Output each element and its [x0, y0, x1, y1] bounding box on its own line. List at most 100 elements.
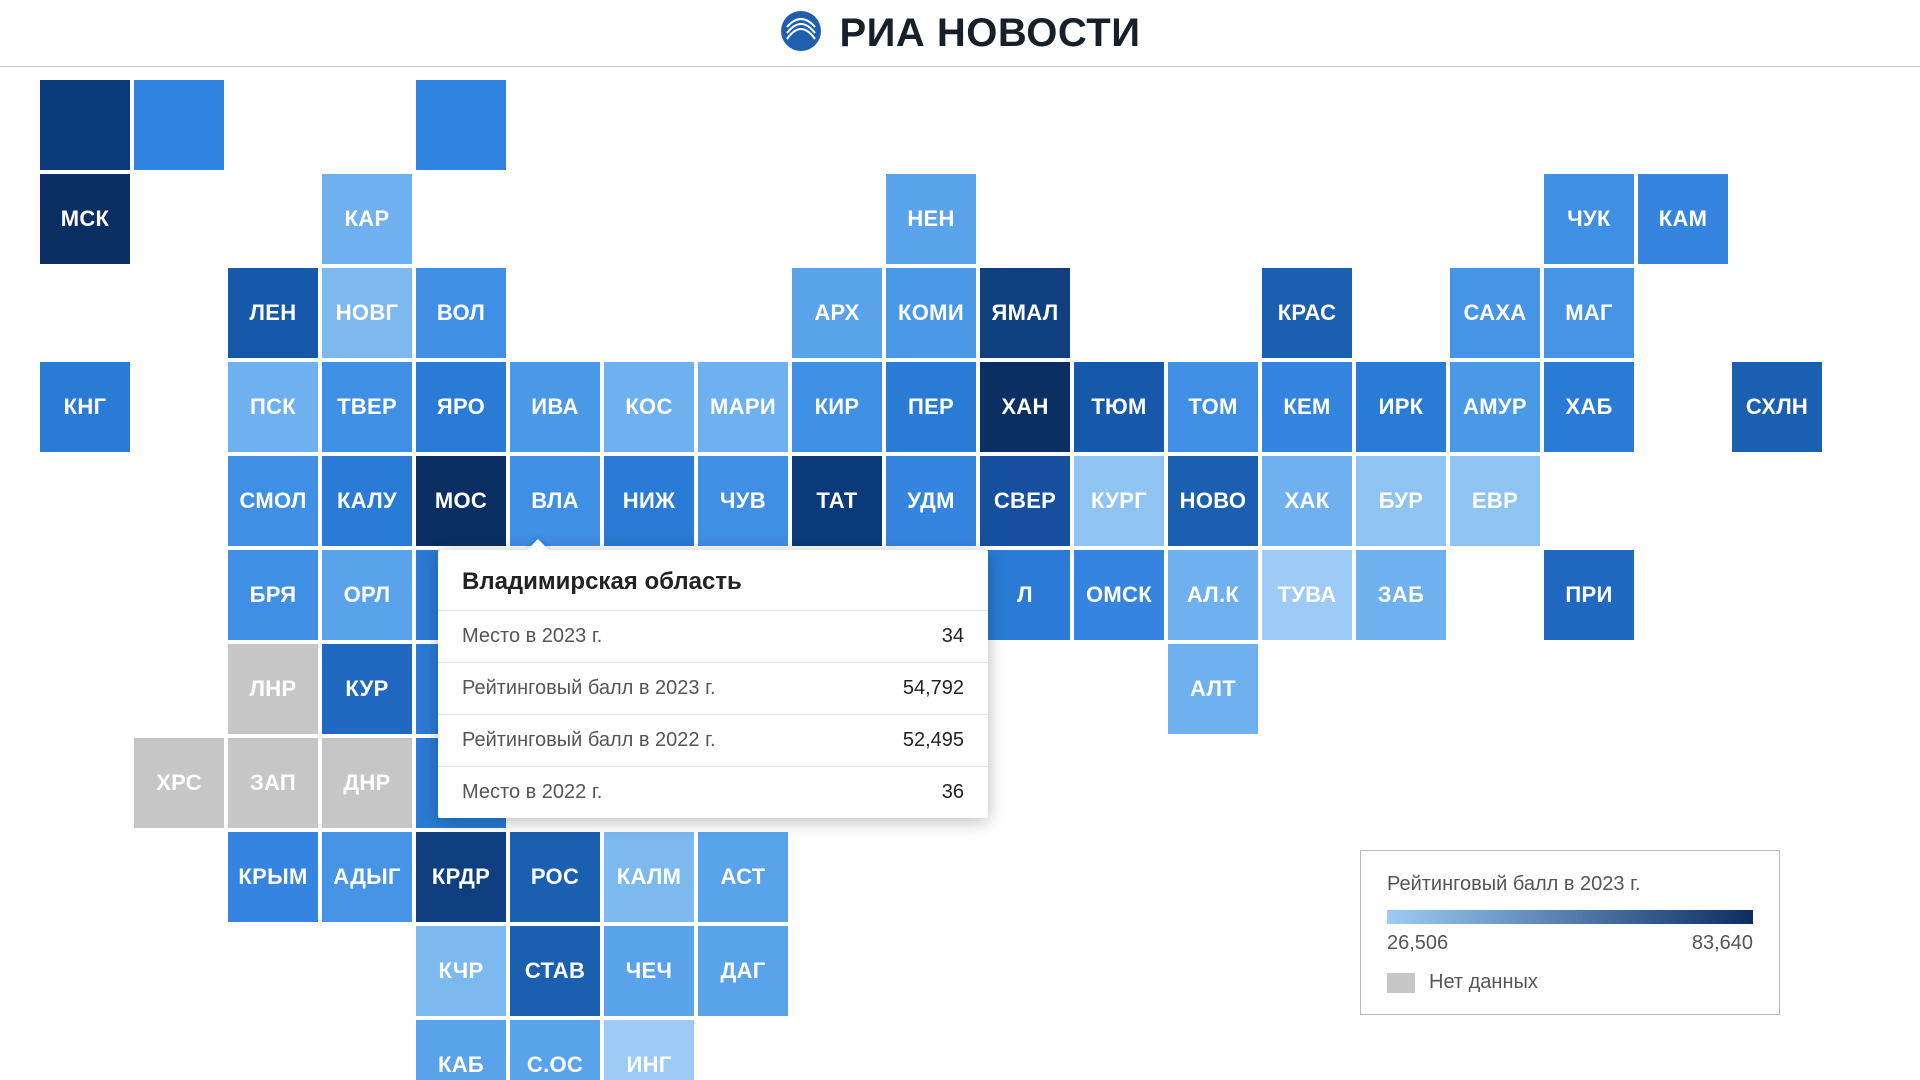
region-irk[interactable]: ИРК	[1356, 362, 1446, 452]
region-tat[interactable]: ТАТ	[792, 456, 882, 546]
region-kab[interactable]: КАБ	[416, 1020, 506, 1080]
region-vla[interactable]: ВЛА	[510, 456, 600, 546]
region-kurg[interactable]: КУРГ	[1074, 456, 1164, 546]
region-hab[interactable]: ХАБ	[1544, 362, 1634, 452]
region-novg[interactable]: НОВГ	[322, 268, 412, 358]
region-chuk[interactable]: ЧУК	[1544, 174, 1634, 264]
region-iva[interactable]: ИВА	[510, 362, 600, 452]
region-nen[interactable]: НЕН	[886, 174, 976, 264]
region-krym[interactable]: КРЫМ	[228, 832, 318, 922]
legend: Рейтинговый балл в 2023 г. 26,506 83,640…	[1360, 850, 1780, 1015]
region-hak[interactable]: ХАК	[1262, 456, 1352, 546]
tooltip-row-value: 36	[942, 781, 964, 804]
legend-nodata: Нет данных	[1387, 971, 1753, 994]
region-amur[interactable]: АМУР	[1450, 362, 1540, 452]
region-udm[interactable]: УДМ	[886, 456, 976, 546]
region-omsk[interactable]: ОМСК	[1074, 550, 1164, 640]
region-tuva[interactable]: ТУВА	[1262, 550, 1352, 640]
region-alk[interactable]: АЛ.К	[1168, 550, 1258, 640]
region-kam[interactable]: КАМ	[1638, 174, 1728, 264]
region-kalu[interactable]: КАЛУ	[322, 456, 412, 546]
region-kchr[interactable]: КЧР	[416, 926, 506, 1016]
region-alt[interactable]: АЛТ	[1168, 644, 1258, 734]
region-evr[interactable]: ЕВР	[1450, 456, 1540, 546]
tooltip-row-value: 52,495	[903, 729, 964, 752]
region-mari[interactable]: МАРИ	[698, 362, 788, 452]
region-shln[interactable]: СХЛН	[1732, 362, 1822, 452]
region-pri[interactable]: ПРИ	[1544, 550, 1634, 640]
region-zap[interactable]: ЗАП	[228, 738, 318, 828]
region-dnr[interactable]: ДНР	[322, 738, 412, 828]
logo-text: РИА НОВОСТИ	[839, 11, 1140, 56]
region-ast[interactable]: АСТ	[698, 832, 788, 922]
logo-icon	[779, 9, 823, 58]
region-komi[interactable]: КОМИ	[886, 268, 976, 358]
region-novo[interactable]: НОВО	[1168, 456, 1258, 546]
region-zab[interactable]: ЗАБ	[1356, 550, 1446, 640]
region-tom[interactable]: ТОМ	[1168, 362, 1258, 452]
tooltip-row-label: Место в 2023 г.	[462, 625, 602, 648]
region-brya[interactable]: БРЯ	[228, 550, 318, 640]
region-dag[interactable]: ДАГ	[698, 926, 788, 1016]
region-mag[interactable]: МАГ	[1544, 268, 1634, 358]
region-tver[interactable]: ТВЕР	[322, 362, 412, 452]
tooltip-row-value: 34	[942, 625, 964, 648]
region-chuv[interactable]: ЧУВ	[698, 456, 788, 546]
region-top4[interactable]	[416, 80, 506, 170]
region-ll[interactable]: Л	[980, 550, 1070, 640]
region-psk[interactable]: ПСК	[228, 362, 318, 452]
region-tooltip: Владимирская область Место в 2023 г. 34 Ре…	[438, 550, 988, 818]
region-arh[interactable]: АРХ	[792, 268, 882, 358]
region-per[interactable]: ПЕР	[886, 362, 976, 452]
region-lnr[interactable]: ЛНР	[228, 644, 318, 734]
region-ing[interactable]: ИНГ	[604, 1020, 694, 1080]
region-yamal[interactable]: ЯМАЛ	[980, 268, 1070, 358]
tooltip-row: Место в 2023 г. 34	[438, 610, 988, 662]
region-kng[interactable]: КНГ	[40, 362, 130, 452]
region-hrs[interactable]: ХРС	[134, 738, 224, 828]
region-top2[interactable]	[134, 80, 224, 170]
tooltip-row-label: Рейтинговый балл в 2022 г.	[462, 729, 716, 752]
region-chech[interactable]: ЧЕЧ	[604, 926, 694, 1016]
region-krdr[interactable]: КРДР	[416, 832, 506, 922]
legend-title: Рейтинговый балл в 2023 г.	[1387, 873, 1753, 896]
region-han[interactable]: ХАН	[980, 362, 1070, 452]
region-bur[interactable]: БУР	[1356, 456, 1446, 546]
region-ros[interactable]: РОС	[510, 832, 600, 922]
tooltip-arrow	[526, 539, 550, 551]
region-nij[interactable]: НИЖ	[604, 456, 694, 546]
region-len[interactable]: ЛЕН	[228, 268, 318, 358]
tooltip-row: Рейтинговый балл в 2023 г. 54,792	[438, 662, 988, 714]
region-kras[interactable]: КРАС	[1262, 268, 1352, 358]
region-kalm[interactable]: КАЛМ	[604, 832, 694, 922]
tooltip-row-label: Место в 2022 г.	[462, 781, 602, 804]
region-saha[interactable]: САХА	[1450, 268, 1540, 358]
region-yaro[interactable]: ЯРО	[416, 362, 506, 452]
region-tum[interactable]: ТЮМ	[1074, 362, 1164, 452]
page-header: РИА НОВОСТИ	[0, 0, 1920, 67]
region-sver[interactable]: СВЕР	[980, 456, 1070, 546]
tooltip-row: Рейтинговый балл в 2022 г. 52,495	[438, 714, 988, 766]
region-kur[interactable]: КУР	[322, 644, 412, 734]
region-kos[interactable]: КОС	[604, 362, 694, 452]
legend-gradient	[1387, 910, 1753, 924]
region-smol[interactable]: СМОЛ	[228, 456, 318, 546]
tooltip-row-value: 54,792	[903, 677, 964, 700]
tooltip-row-label: Рейтинговый балл в 2023 г.	[462, 677, 716, 700]
region-spb_top[interactable]	[40, 80, 130, 170]
legend-nodata-label: Нет данных	[1429, 971, 1538, 994]
region-orl[interactable]: ОРЛ	[322, 550, 412, 640]
region-kar[interactable]: КАР	[322, 174, 412, 264]
region-msk[interactable]: МСК	[40, 174, 130, 264]
legend-scale: 26,506 83,640	[1387, 932, 1753, 955]
region-stav[interactable]: СТАВ	[510, 926, 600, 1016]
region-sos[interactable]: С.ОС	[510, 1020, 600, 1080]
tooltip-title: Владимирская область	[438, 550, 988, 610]
legend-max: 83,640	[1692, 932, 1753, 955]
region-adyg[interactable]: АДЫГ	[322, 832, 412, 922]
region-kir[interactable]: КИР	[792, 362, 882, 452]
logo: РИА НОВОСТИ	[779, 9, 1140, 58]
region-kem[interactable]: КЕМ	[1262, 362, 1352, 452]
region-mos[interactable]: МОС	[416, 456, 506, 546]
region-vol[interactable]: ВОЛ	[416, 268, 506, 358]
